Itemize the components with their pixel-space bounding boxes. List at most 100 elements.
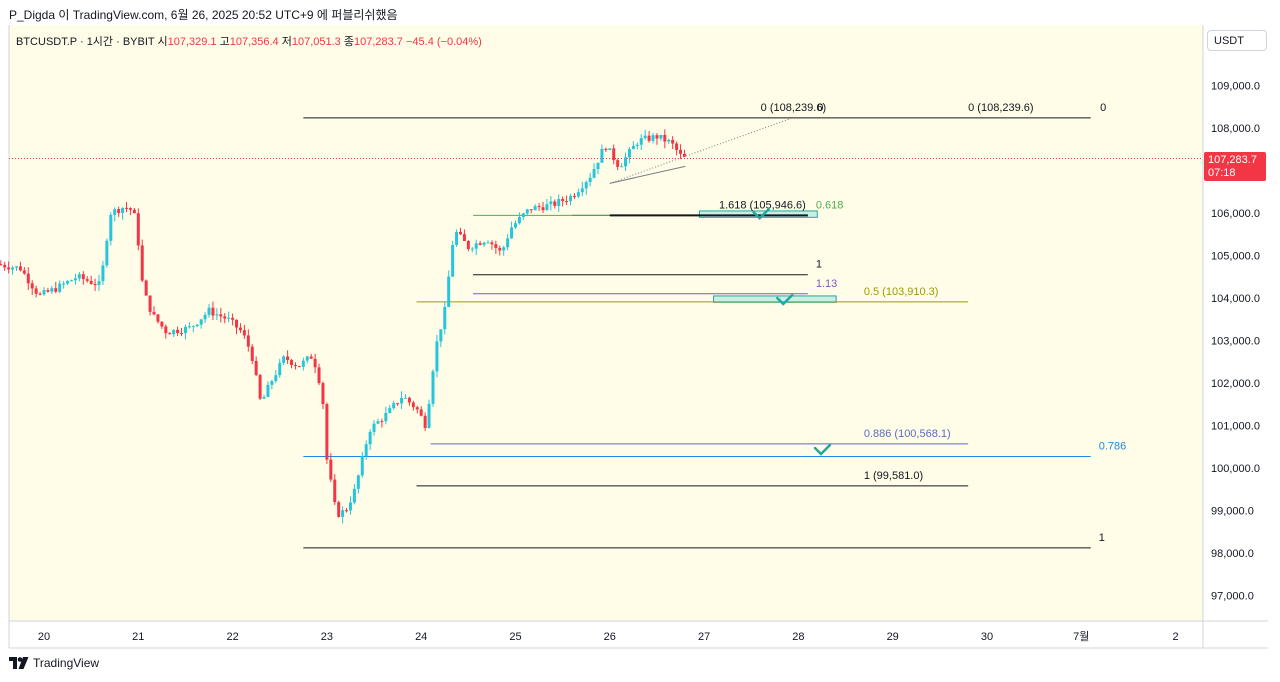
candle-up bbox=[439, 329, 443, 342]
time-tick-label: 2 bbox=[1173, 631, 1179, 643]
candle-down bbox=[345, 510, 349, 512]
candle-down bbox=[494, 244, 498, 248]
candle-down bbox=[156, 314, 160, 322]
candle-down bbox=[0, 264, 3, 266]
fib-level-label: 0 bbox=[1100, 102, 1106, 114]
price-tick-label: 109,000.0 bbox=[1211, 81, 1260, 93]
candle-up bbox=[592, 169, 596, 178]
current-price-badge: 107,283.7 07:18 bbox=[1204, 152, 1266, 181]
candle-down bbox=[18, 266, 22, 271]
candle-up bbox=[533, 206, 537, 211]
time-tick-label: 28 bbox=[792, 631, 804, 643]
time-tick-label: 27 bbox=[698, 631, 710, 643]
target-zone[interactable] bbox=[713, 295, 837, 303]
fib-level-label: 1 bbox=[816, 259, 822, 271]
candle-up bbox=[388, 408, 392, 413]
candle-down bbox=[415, 407, 419, 410]
candle-down bbox=[616, 160, 620, 167]
candle-up bbox=[447, 276, 451, 308]
candle-up bbox=[97, 281, 101, 286]
candle-up bbox=[356, 475, 360, 489]
candle-down bbox=[93, 283, 97, 286]
candle-down bbox=[254, 360, 258, 376]
candle-down bbox=[148, 295, 152, 312]
candle-down bbox=[329, 459, 333, 480]
candle-down bbox=[89, 280, 93, 284]
price-tick-label: 106,000.0 bbox=[1211, 208, 1260, 220]
candle-up bbox=[172, 329, 176, 335]
time-tick-label: 26 bbox=[604, 631, 616, 643]
candle-up bbox=[580, 188, 584, 193]
candle-up bbox=[521, 213, 525, 218]
candle-down bbox=[565, 200, 569, 202]
candle-down bbox=[419, 409, 423, 416]
currency-unit-button[interactable]: USDT bbox=[1207, 30, 1267, 51]
low-value: 107,051.3 bbox=[291, 36, 341, 48]
candle-down bbox=[235, 319, 239, 328]
fib-level-label: 0 bbox=[817, 102, 823, 114]
high-value: 107,356.4 bbox=[229, 36, 279, 48]
candle-up bbox=[270, 381, 274, 385]
current-price-label: 107,283.7 bbox=[1208, 154, 1257, 166]
candle-up bbox=[639, 138, 643, 145]
candle-up bbox=[435, 341, 439, 372]
candle-down bbox=[30, 283, 34, 289]
symbol-name[interactable]: BTCUSDT.P · 1시간 · BYBIT bbox=[16, 36, 155, 48]
candle-up bbox=[50, 288, 54, 292]
candle-up bbox=[266, 384, 270, 397]
candle-up bbox=[42, 290, 46, 295]
fib-level-label: 0.5 (103,910.3) bbox=[864, 286, 939, 298]
candle-down bbox=[164, 326, 168, 334]
tradingview-logo[interactable]: TradingView bbox=[9, 656, 99, 670]
fib-level-label: 0 (108,239.6) bbox=[968, 102, 1033, 114]
candle-up bbox=[525, 209, 529, 214]
candle-up bbox=[545, 204, 549, 211]
candle-up bbox=[199, 319, 203, 325]
change-value: −45.4 (−0.04%) bbox=[405, 36, 482, 48]
price-tick-label: 104,000.0 bbox=[1211, 293, 1260, 305]
candle-up bbox=[11, 267, 15, 270]
candle-up bbox=[301, 360, 305, 367]
candle-down bbox=[407, 397, 411, 403]
candle-down bbox=[258, 375, 262, 399]
trend-line-solid[interactable] bbox=[609, 165, 686, 184]
price-tick-label: 102,000.0 bbox=[1211, 378, 1260, 390]
candle-down bbox=[647, 135, 651, 141]
candle-up bbox=[372, 423, 376, 432]
time-tick-label: 22 bbox=[226, 631, 238, 643]
candle-down bbox=[7, 267, 11, 270]
candle-down bbox=[85, 279, 89, 281]
candle-up bbox=[203, 314, 207, 320]
high-label: 고 bbox=[219, 36, 230, 48]
candle-up bbox=[207, 307, 211, 315]
candle-up bbox=[341, 510, 345, 517]
time-tick-label: 23 bbox=[321, 631, 333, 643]
candle-down bbox=[152, 311, 156, 315]
price-tick-label: 105,000.0 bbox=[1211, 251, 1260, 263]
candle-down bbox=[671, 139, 675, 144]
candle-up bbox=[215, 314, 219, 316]
fib-level-label: 0.886 (100,568.1) bbox=[864, 428, 951, 440]
candle-up bbox=[73, 278, 77, 281]
candle-up bbox=[62, 283, 66, 285]
candle-up bbox=[596, 162, 600, 170]
candle-down bbox=[309, 356, 313, 359]
candle-up bbox=[376, 421, 380, 424]
candle-down bbox=[38, 293, 42, 295]
candle-down bbox=[136, 213, 140, 246]
candle-up bbox=[227, 317, 231, 319]
candle-up bbox=[557, 198, 561, 206]
candle-down bbox=[168, 333, 172, 335]
candle-up bbox=[455, 231, 459, 245]
candle-up bbox=[282, 356, 286, 363]
candle-down bbox=[612, 148, 616, 161]
candle-up bbox=[659, 134, 663, 139]
candle-down bbox=[679, 149, 683, 154]
candle-up bbox=[588, 177, 592, 183]
price-tick-label: 101,000.0 bbox=[1211, 421, 1260, 433]
candle-up bbox=[667, 139, 671, 142]
candle-down bbox=[293, 364, 297, 367]
trend-line[interactable] bbox=[609, 117, 794, 184]
candle-down bbox=[46, 290, 50, 292]
